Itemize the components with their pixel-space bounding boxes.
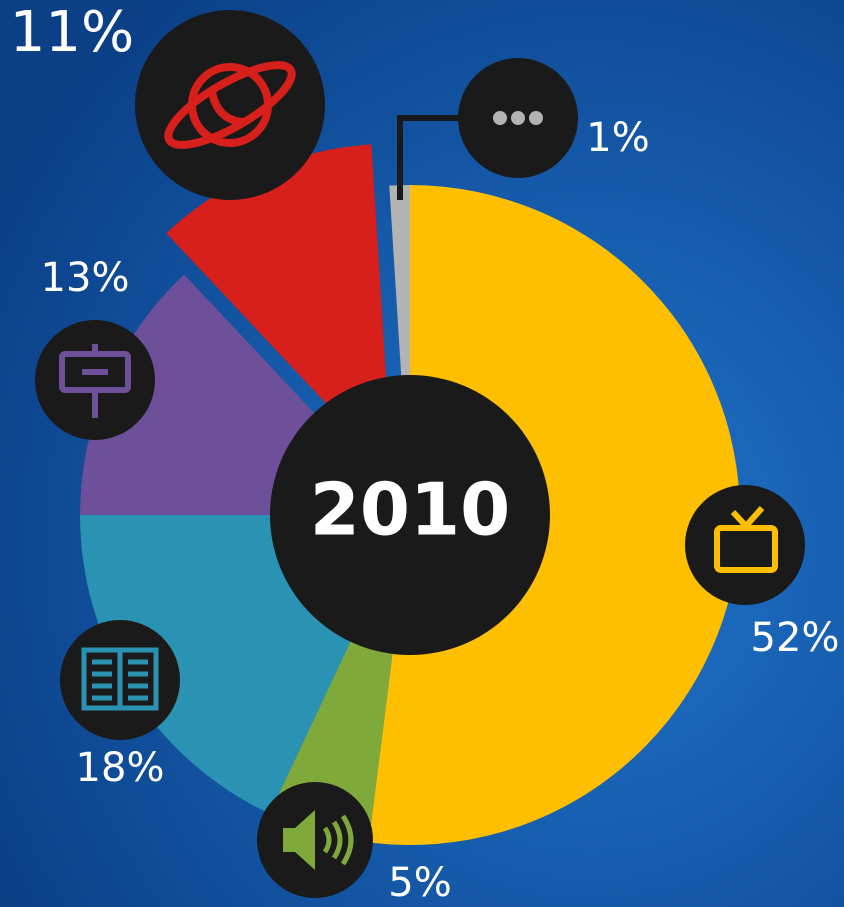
icons [35,10,805,898]
value-label: 1% [586,115,649,161]
labels: 52% 5% 18% 13% 11% 1% [10,0,840,906]
print-icon [81,647,159,711]
icon-circle [135,10,325,200]
value-label: 52% [751,615,840,661]
icon-circle [685,485,805,605]
other-icon [493,111,543,125]
outdoor-icon [59,344,131,418]
internet-icon [164,61,296,149]
audio-icon [283,810,354,870]
tv-icon [714,506,778,573]
pie-slice [368,185,741,846]
value-label: 13% [41,255,130,301]
value-label: 18% [76,745,165,791]
value-label: 5% [388,860,451,906]
pie-slice [166,144,393,474]
center-label: 2010 [310,468,510,552]
connector [397,115,470,200]
value-label: 11% [10,0,134,65]
icon-circle [35,320,155,440]
center-circle [270,375,550,655]
